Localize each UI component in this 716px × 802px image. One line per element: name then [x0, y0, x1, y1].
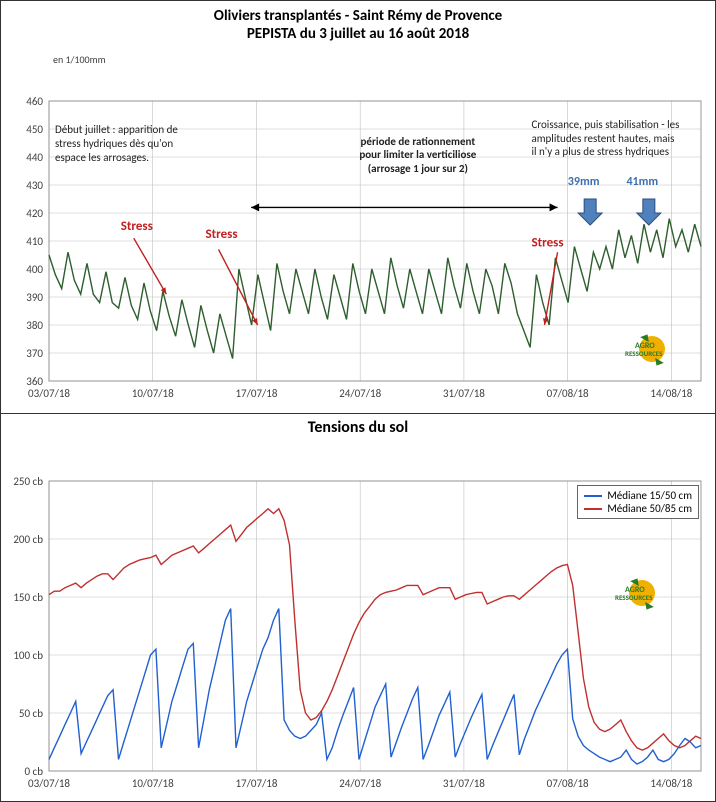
svg-text:450: 450: [26, 123, 43, 136]
svg-text:380: 380: [26, 319, 43, 332]
svg-text:50 cb: 50 cb: [19, 707, 43, 720]
pepista-chart-panel: Oliviers transplantés - Saint Rémy de Pr…: [1, 1, 715, 414]
figure-container: Oliviers transplantés - Saint Rémy de Pr…: [0, 0, 716, 802]
svg-text:400: 400: [26, 263, 43, 276]
panel2-plot: 0 cb50 cb100 cb150 cb200 cb250 cb03/07/1…: [1, 441, 715, 801]
panel1-svg: 360370380390400410420430440450460en 1/10…: [1, 43, 716, 413]
svg-text:440: 440: [26, 151, 43, 164]
panel1-title-line1: Oliviers transplantés - Saint Rémy de Pr…: [1, 7, 715, 25]
svg-text:460: 460: [26, 95, 43, 108]
svg-text:420: 420: [26, 207, 43, 220]
svg-text:390: 390: [26, 291, 43, 304]
svg-text:39mm: 39mm: [568, 175, 600, 189]
svg-text:17/07/18: 17/07/18: [235, 387, 277, 400]
svg-text:250 cb: 250 cb: [13, 475, 43, 488]
svg-text:03/07/18: 03/07/18: [28, 387, 70, 400]
svg-text:100 cb: 100 cb: [13, 649, 43, 662]
panel2-title: Tensions du sol: [1, 414, 715, 441]
svg-text:Stress: Stress: [531, 236, 563, 251]
svg-text:24/07/18: 24/07/18: [339, 387, 381, 400]
note-rationing: période de rationnementpour limiter la v…: [323, 135, 513, 176]
svg-text:07/08/18: 07/08/18: [547, 777, 589, 790]
svg-text:150 cb: 150 cb: [13, 591, 43, 604]
svg-text:31/07/18: 31/07/18: [443, 387, 485, 400]
svg-text:41mm: 41mm: [626, 175, 658, 189]
legend-item: Médiane 50/85 cm: [584, 502, 692, 515]
note-growth: Croissance, puis stabilisation - lesampl…: [531, 118, 716, 159]
panel2-legend: Médiane 15/50 cmMédiane 50/85 cm: [577, 485, 699, 519]
legend-item: Médiane 15/50 cm: [584, 489, 692, 502]
svg-text:200 cb: 200 cb: [13, 533, 43, 546]
svg-text:en 1/100mm: en 1/100mm: [53, 53, 106, 66]
panel1-title: Oliviers transplantés - Saint Rémy de Pr…: [1, 1, 715, 43]
svg-text:03/07/18: 03/07/18: [28, 777, 70, 790]
panel1-plot: 360370380390400410420430440450460en 1/10…: [1, 43, 715, 413]
svg-text:410: 410: [26, 235, 43, 248]
svg-text:24/07/18: 24/07/18: [339, 777, 381, 790]
svg-text:Stress: Stress: [205, 227, 237, 242]
svg-text:07/08/18: 07/08/18: [547, 387, 589, 400]
svg-text:370: 370: [26, 347, 43, 360]
svg-text:17/07/18: 17/07/18: [235, 777, 277, 790]
panel1-title-line2: PEPISTA du 3 juillet au 16 août 2018: [1, 25, 715, 43]
svg-text:10/07/18: 10/07/18: [132, 777, 174, 790]
svg-text:14/08/18: 14/08/18: [650, 777, 692, 790]
soil-tension-chart-panel: Tensions du sol 0 cb50 cb100 cb150 cb200…: [1, 414, 715, 801]
svg-text:31/07/18: 31/07/18: [443, 777, 485, 790]
agro-ressources-logo: AGRORESSOURCES: [629, 580, 655, 608]
svg-text:Stress: Stress: [121, 219, 153, 234]
agro-ressources-logo: AGRORESSOURCES: [639, 336, 665, 364]
svg-text:14/08/18: 14/08/18: [650, 387, 692, 400]
note-early-july: Début juillet : apparition destress hydr…: [55, 123, 225, 164]
svg-text:430: 430: [26, 179, 43, 192]
svg-text:10/07/18: 10/07/18: [132, 387, 174, 400]
